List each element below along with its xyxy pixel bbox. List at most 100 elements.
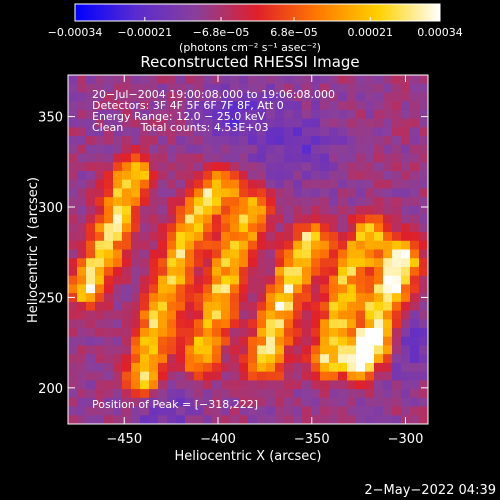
heatmap-cell (185, 136, 195, 146)
heatmap-cell (167, 371, 177, 381)
heatmap-cell (311, 266, 321, 277)
heatmap-cell (203, 397, 213, 408)
heatmap-cell (401, 188, 411, 198)
heatmap-cell (329, 354, 339, 364)
heatmap-cell (347, 371, 357, 381)
heatmap-cell (185, 319, 195, 329)
heatmap-cell (410, 179, 420, 190)
heatmap-cell (239, 223, 249, 233)
heatmap-cell (275, 127, 285, 137)
heatmap-cell (185, 389, 195, 399)
heatmap-cell (68, 249, 78, 259)
heatmap-cell (185, 345, 195, 355)
heatmap-cell (257, 415, 267, 424)
heatmap-cell (329, 205, 339, 216)
heatmap-cell (230, 293, 240, 303)
heatmap-cell (284, 310, 294, 320)
heatmap-cell (347, 293, 357, 303)
heatmap-cell (311, 336, 321, 347)
heatmap-cell (104, 75, 114, 85)
heatmap-cell (257, 109, 267, 120)
heatmap-cell (203, 371, 213, 381)
heatmap-cell (131, 319, 141, 329)
heatmap-cell (230, 127, 240, 137)
heatmap-cell (212, 83, 222, 94)
heatmap-cell (374, 240, 384, 251)
heatmap-cell (293, 328, 303, 338)
heatmap-cell (167, 109, 177, 120)
heatmap-cell (392, 284, 402, 294)
heatmap-cell (284, 275, 294, 285)
heatmap-cell (104, 275, 114, 285)
heatmap-cell (275, 380, 285, 390)
heatmap-cell (77, 397, 87, 408)
heatmap-cell (194, 214, 204, 224)
heatmap-cell (176, 371, 186, 381)
heatmap-cell (365, 83, 375, 94)
heatmap-cell (356, 153, 366, 163)
x-tick-label: −400 (200, 432, 236, 447)
heatmap-cell (131, 92, 141, 102)
heatmap-cell (113, 92, 123, 102)
heatmap-cell (203, 153, 213, 163)
heatmap-cell (194, 354, 204, 364)
heatmap-cell (266, 83, 276, 94)
heatmap-cell (383, 153, 393, 163)
heatmap-cell (158, 397, 168, 408)
heatmap-cell (320, 188, 330, 198)
heatmap-cell (383, 101, 393, 111)
heatmap-cell (338, 301, 348, 312)
heatmap-cell (122, 127, 132, 137)
heatmap-cell (401, 406, 411, 416)
heatmap-cell (311, 371, 321, 381)
heatmap-cell (284, 293, 294, 303)
heatmap-cell (374, 310, 384, 320)
heatmap-cell (257, 362, 267, 373)
heatmap-cell (329, 240, 339, 251)
heatmap-cell (338, 179, 348, 190)
heatmap-cell (257, 214, 267, 224)
heatmap-cell (248, 301, 258, 312)
heatmap-cell (95, 249, 105, 259)
heatmap-cell (113, 75, 123, 85)
heatmap-cell (95, 170, 105, 181)
heatmap-cell (149, 179, 159, 190)
heatmap-cell (212, 188, 222, 198)
heatmap-cell (68, 205, 78, 216)
heatmap-cell (239, 293, 249, 303)
heatmap-cell (122, 101, 132, 111)
x-tick-label: −450 (106, 432, 142, 447)
heatmap-cell (212, 397, 222, 408)
heatmap-cell (347, 153, 357, 163)
heatmap-cell (284, 406, 294, 416)
heatmap-cell (293, 75, 303, 85)
heatmap-cell (302, 275, 312, 285)
heatmap-cell (149, 284, 159, 294)
heatmap-cell (257, 345, 267, 355)
heatmap-cell (419, 336, 428, 347)
heatmap-cell (365, 153, 375, 163)
heatmap-cell (374, 362, 384, 373)
heatmap-cell (176, 380, 186, 390)
heatmap-cell (410, 266, 420, 277)
heatmap-cell (239, 380, 249, 390)
heatmap-cell (113, 397, 123, 408)
heatmap-cell (365, 223, 375, 233)
heatmap-cell (212, 406, 222, 416)
heatmap-cell (293, 240, 303, 251)
heatmap-cell (311, 179, 321, 190)
heatmap-cell (203, 406, 213, 416)
heatmap-cell (329, 406, 339, 416)
heatmap-cell (311, 362, 321, 373)
heatmap-cell (419, 75, 428, 85)
heatmap-cell (410, 319, 420, 329)
heatmap-cell (176, 293, 186, 303)
heatmap-cell (329, 136, 339, 146)
heatmap-cell (239, 345, 249, 355)
heatmap-cell (257, 397, 267, 408)
heatmap-cell (122, 118, 132, 128)
heatmap-cell (104, 284, 114, 294)
heatmap-cell (329, 266, 339, 277)
heatmap-cell (158, 406, 168, 416)
heatmap-cell (293, 162, 303, 172)
